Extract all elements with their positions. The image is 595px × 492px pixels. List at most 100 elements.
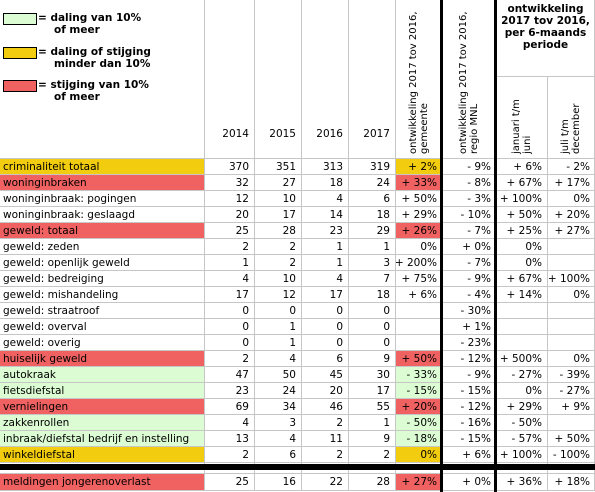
- legend-text-line1: = daling van 10%: [38, 12, 142, 24]
- dev-gemeente-value: 0%: [395, 447, 442, 463]
- year-value: 4: [242, 273, 249, 285]
- year-value: 2: [242, 241, 249, 253]
- year-value: 9: [383, 353, 390, 365]
- year-value: 3: [383, 257, 390, 269]
- year-value: 4: [242, 417, 249, 429]
- dev-gemeente-value: + 33%: [395, 175, 442, 191]
- year-value: 16: [282, 476, 296, 488]
- grid-line: [0, 174, 595, 175]
- row-label: zakkenrollen: [0, 415, 205, 431]
- dev-gemeente-value: + 26%: [395, 223, 442, 239]
- grid-line: [0, 286, 595, 287]
- grid-line: [0, 222, 595, 223]
- period-jul-value: [547, 303, 595, 319]
- dev-regio-value: - 23%: [460, 337, 491, 349]
- year-value: 3: [289, 417, 296, 429]
- dev-gemeente-value: + 50%: [401, 193, 437, 205]
- year-value: 0: [242, 337, 249, 349]
- period-jan-value: + 50%: [506, 209, 542, 221]
- row-label: woninginbraak: pogingen: [3, 193, 137, 205]
- dev-regio-value: - 30%: [460, 305, 491, 317]
- dev-regio-value: + 0%: [462, 476, 491, 488]
- dev-gemeente-value: + 6%: [408, 289, 437, 301]
- row-label: meldingen jongerenoverlast: [0, 474, 205, 490]
- legend-swatch-red: [3, 80, 37, 92]
- row-label: geweld: zeden: [3, 241, 80, 253]
- year-header: 2017: [363, 128, 390, 140]
- row-label: vernielingen: [0, 399, 205, 415]
- year-value: 17: [235, 289, 249, 301]
- period-jul-value: - 100%: [552, 449, 590, 461]
- dev-regio-value: - 15%: [460, 433, 491, 445]
- legend-text-line2: of meer: [54, 91, 100, 103]
- column-separator: [440, 0, 443, 492]
- year-value: 1: [336, 241, 343, 253]
- year-value: 6: [383, 193, 390, 205]
- legend-text-line1: = stijging van 10%: [38, 79, 149, 91]
- grid-line: [348, 0, 349, 491]
- dev-gemeente-header-text: ontwikkeling 2017 tov 2016, gemeente: [407, 11, 430, 154]
- year-value: 29: [376, 225, 390, 237]
- year-value: 7: [383, 273, 390, 285]
- dev-gemeente-value: + 200%: [395, 257, 437, 269]
- year-value: 1: [383, 241, 390, 253]
- dev-gemeente-value: + 29%: [401, 209, 437, 221]
- dev-regio-value: - 4%: [467, 289, 491, 301]
- dev-gemeente-value: + 2%: [395, 159, 442, 175]
- year-value: 1: [289, 337, 296, 349]
- column-separator: [494, 0, 497, 492]
- year-header: 2014: [222, 128, 249, 140]
- dev-regio-value: - 9%: [467, 161, 491, 173]
- dev-gemeente-value: 0%: [420, 241, 437, 253]
- period-jul-value: [547, 239, 595, 255]
- period-jan-value: - 27%: [511, 369, 542, 381]
- period-jul-value: 0%: [573, 193, 590, 205]
- period-jan-value: + 6%: [513, 161, 542, 173]
- year-value: 55: [376, 401, 390, 413]
- period-jul-value: [547, 255, 595, 271]
- dev-gemeente-value: - 15%: [395, 383, 442, 399]
- year-value: 27: [282, 177, 296, 189]
- row-label: inbraak/diefstal bedrijf en instelling: [0, 431, 205, 447]
- period-jan-value: [496, 319, 547, 335]
- year-value: 370: [228, 161, 249, 173]
- period-jan-value: - 57%: [511, 433, 542, 445]
- year-value: 13: [235, 433, 249, 445]
- period-jul-value: 0%: [573, 289, 590, 301]
- year-value: 0: [336, 321, 343, 333]
- year-value: 4: [336, 193, 343, 205]
- year-value: 17: [329, 289, 343, 301]
- year-header: 2015: [269, 128, 296, 140]
- row-label: geweld: mishandeling: [3, 289, 119, 301]
- period-jan-value: + 100%: [499, 449, 542, 461]
- dev-regio-value: - 9%: [467, 369, 491, 381]
- year-value: 18: [376, 209, 390, 221]
- year-value: 2: [242, 449, 249, 461]
- period-jan-value: 0%: [525, 241, 542, 253]
- period-jul-value: 0%: [573, 353, 590, 365]
- legend-text-line2: of meer: [54, 24, 100, 36]
- year-value: 0: [383, 305, 390, 317]
- dev-gemeente-value: - 33%: [395, 367, 442, 383]
- dev-regio-value: - 7%: [467, 257, 491, 269]
- grid-line: [0, 318, 595, 319]
- grid-line: [0, 254, 595, 255]
- year-value: 0: [336, 305, 343, 317]
- grid-line: [0, 158, 595, 159]
- year-value: 12: [235, 193, 249, 205]
- dev-regio-header-text: ontwikkeling 2017 tov 2016, regio MNL: [458, 11, 480, 154]
- year-value: 25: [235, 225, 249, 237]
- grid-line: [0, 334, 595, 335]
- period-jan-value: + 29%: [506, 401, 542, 413]
- period-jul-header-text: juli t/m december: [560, 103, 582, 154]
- period-jul-value: [547, 335, 595, 351]
- year-value: 20: [235, 209, 249, 221]
- legend-swatch-yellow: [3, 47, 37, 59]
- year-value: 45: [329, 369, 343, 381]
- dev-gemeente-value: + 20%: [395, 399, 442, 415]
- grid-line: [0, 446, 595, 447]
- grid-line: [0, 398, 595, 399]
- period-jul-value: + 17%: [554, 177, 590, 189]
- legend-text-line2: minder dan 10%: [54, 58, 151, 70]
- dev-regio-value: - 8%: [467, 177, 491, 189]
